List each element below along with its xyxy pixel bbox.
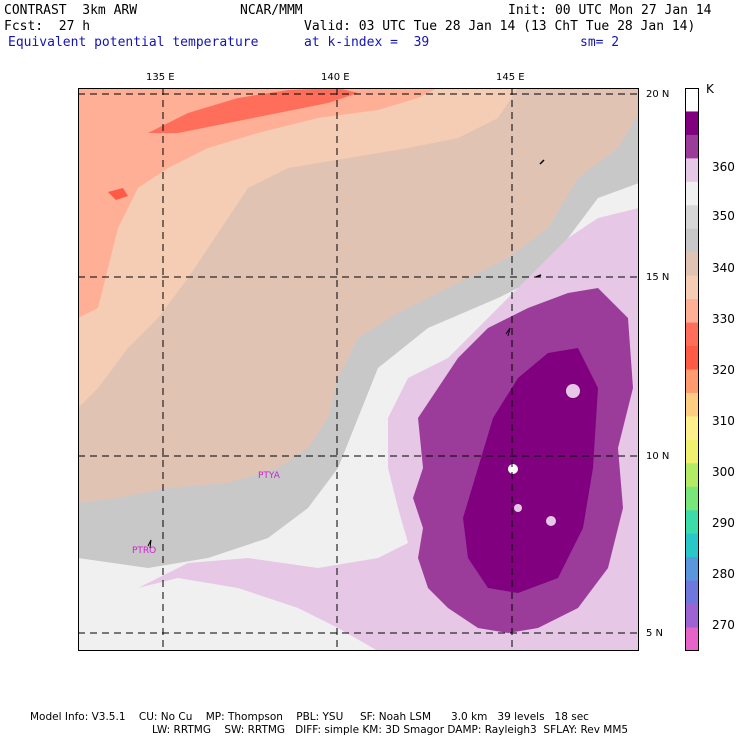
station-label-ptya: PTYA — [258, 471, 280, 481]
theta-e-min-spot-2 — [566, 384, 580, 398]
colorbar-swatch — [685, 533, 699, 558]
init-time: Init: 00 UTC Mon 27 Jan 14 — [508, 3, 712, 18]
smoothing-label: sm= 2 — [580, 35, 620, 50]
colorbar-frame — [685, 88, 699, 651]
lat-label-20: 20 N — [646, 89, 670, 100]
valid-time: Valid: 03 UTC Tue 28 Jan 14 (13 ChT Tue … — [304, 19, 696, 34]
colorbar-label-300: 300 — [712, 465, 735, 479]
colorbar-label-330: 330 — [712, 312, 735, 326]
lon-label-145: 145 E — [496, 72, 525, 83]
colorbar-swatch — [685, 205, 699, 230]
colorbar-swatch — [685, 604, 699, 629]
colorbar-label-290: 290 — [712, 516, 735, 530]
lat-label-10: 10 N — [646, 451, 670, 462]
colorbar-swatch — [685, 322, 699, 347]
colorbar-swatch — [685, 510, 699, 535]
lat-label-15: 15 N — [646, 272, 670, 283]
colorbar-swatch — [685, 275, 699, 300]
model-info-line-2: LW: RRTMG SW: RRTMG DIFF: simple KM: 3D … — [152, 724, 629, 736]
colorbar-swatch — [685, 486, 699, 511]
theta-e-min-spot-4 — [514, 504, 522, 512]
colorbar-swatch — [685, 88, 699, 112]
colorbar-swatch — [685, 416, 699, 441]
colorbar-swatch — [685, 392, 699, 417]
colorbar — [685, 88, 699, 651]
island-palau — [147, 539, 152, 549]
island-mark-2 — [535, 274, 542, 278]
model-title: CONTRAST 3km ARW — [4, 3, 138, 18]
colorbar-swatch — [685, 252, 699, 277]
colorbar-swatch — [685, 228, 699, 253]
lat-lon-grid — [78, 88, 639, 651]
colorbar-label-320: 320 — [712, 363, 735, 377]
theta-e-370-core — [463, 348, 598, 593]
colorbar-unit: K — [706, 82, 714, 96]
colorbar-swatch — [685, 580, 699, 605]
lon-label-135: 135 E — [146, 72, 175, 83]
colorbar-swatch — [685, 111, 699, 136]
lat-label-5: 5 N — [646, 628, 664, 639]
colorbar-swatch — [685, 299, 699, 324]
colorbar-swatch — [685, 346, 699, 370]
colorbar-swatch — [685, 557, 699, 582]
colorbar-swatch — [685, 134, 699, 159]
theta-e-340-band — [78, 88, 518, 408]
theta-e-min-spot-3 — [546, 516, 556, 526]
colorbar-swatch — [685, 369, 699, 394]
level-label: at k-index = 39 — [304, 35, 430, 50]
field-name: Equivalent potential temperature — [8, 35, 259, 50]
colorbar-swatch — [685, 439, 699, 464]
org-label: NCAR/MMM — [240, 3, 303, 18]
colorbar-label-280: 280 — [712, 567, 735, 581]
colorbar-label-270: 270 — [712, 618, 735, 632]
theta-e-330-band — [148, 88, 358, 133]
theta-e-335-band — [78, 88, 438, 318]
model-info-line-1: Model Info: V3.5.1 CU: No Cu MP: Thompso… — [30, 711, 589, 723]
forecast-hour: Fcst: 27 h — [4, 19, 91, 34]
colorbar-label-340: 340 — [712, 261, 735, 275]
colorbar-swatch — [685, 181, 699, 206]
colorbar-swatch — [685, 463, 699, 488]
island-mark-1 — [539, 159, 545, 165]
theta-e-330-spot — [108, 188, 128, 200]
theta-e-map — [78, 88, 639, 651]
island-guam — [505, 327, 511, 337]
map-frame — [78, 88, 639, 651]
colorbar-label-360: 360 — [712, 160, 735, 174]
station-label-ptro: PTRO — [132, 546, 157, 556]
lon-label-140: 140 E — [321, 72, 350, 83]
colorbar-label-350: 350 — [712, 209, 735, 223]
colorbar-swatch — [685, 158, 699, 183]
theta-e-min-spot-1 — [508, 464, 518, 474]
colorbar-label-310: 310 — [712, 414, 735, 428]
colorbar-swatch — [685, 627, 699, 651]
